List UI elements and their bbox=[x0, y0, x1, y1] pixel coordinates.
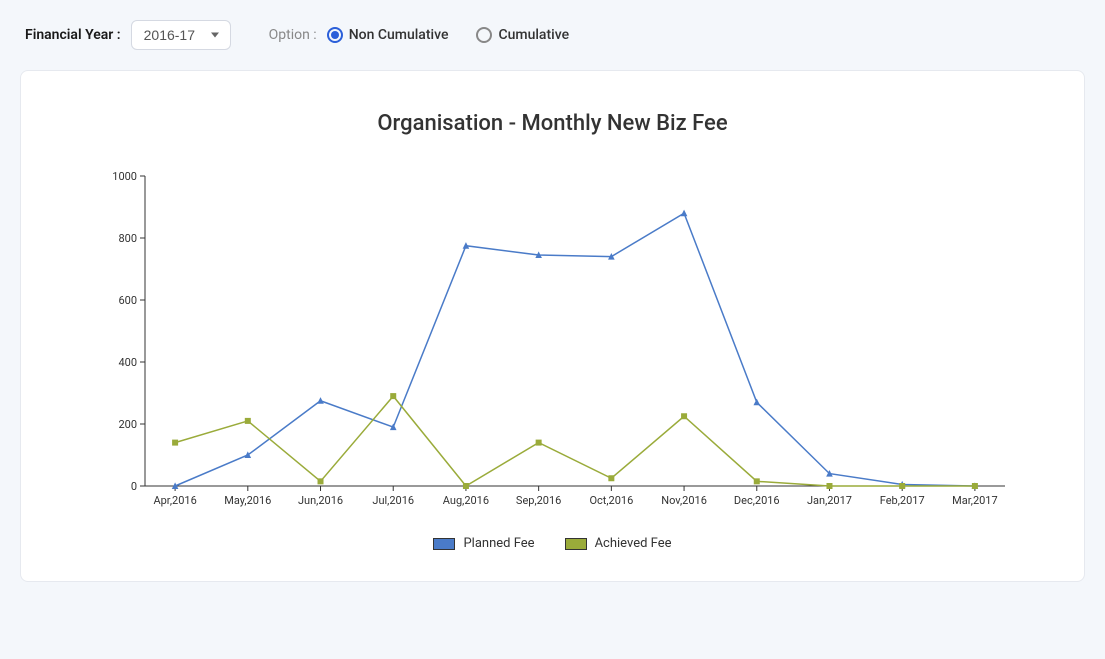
chart-title: Organisation - Monthly New Biz Fee bbox=[71, 111, 1034, 136]
option-label: Option : bbox=[269, 27, 317, 43]
chart-container: 0 200 400 600 800 1000 Apr,2016 May,2016 Jun,201… bbox=[71, 166, 1034, 516]
svg-text:0: 0 bbox=[131, 480, 137, 493]
radio-circle-icon bbox=[476, 27, 492, 43]
svg-text:Jan,2017: Jan,2017 bbox=[807, 494, 852, 507]
svg-text:Jun,2016: Jun,2016 bbox=[298, 494, 343, 507]
svg-text:May,2016: May,2016 bbox=[224, 494, 271, 507]
svg-text:Feb,2017: Feb,2017 bbox=[880, 494, 925, 507]
legend-label-achieved: Achieved Fee bbox=[595, 536, 672, 551]
legend-item-planned: Planned Fee bbox=[433, 536, 534, 551]
financial-year-select-wrap: 2016-17 bbox=[131, 20, 231, 50]
svg-text:Sep,2016: Sep,2016 bbox=[516, 494, 561, 507]
svg-text:Jul,2016: Jul,2016 bbox=[372, 494, 414, 507]
chart-legend: Planned Fee Achieved Fee bbox=[71, 536, 1034, 551]
legend-item-achieved: Achieved Fee bbox=[565, 536, 672, 551]
filter-controls: Financial Year : 2016-17 Option : Non Cu… bbox=[20, 20, 1085, 50]
svg-text:Apr,2016: Apr,2016 bbox=[153, 494, 196, 507]
radio-circle-icon bbox=[327, 27, 343, 43]
svg-text:Dec,2016: Dec,2016 bbox=[734, 494, 780, 507]
radio-non-cumulative[interactable]: Non Cumulative bbox=[327, 27, 449, 43]
svg-text:200: 200 bbox=[118, 418, 137, 431]
svg-text:Nov,2016: Nov,2016 bbox=[661, 494, 707, 507]
radio-cumulative[interactable]: Cumulative bbox=[476, 27, 569, 43]
legend-swatch-icon bbox=[433, 538, 455, 550]
financial-year-label: Financial Year : bbox=[25, 27, 121, 43]
radio-cumulative-label: Cumulative bbox=[498, 27, 569, 43]
svg-text:400: 400 bbox=[118, 356, 137, 369]
legend-label-planned: Planned Fee bbox=[463, 536, 534, 551]
radio-non-cumulative-label: Non Cumulative bbox=[349, 27, 449, 43]
legend-swatch-icon bbox=[565, 538, 587, 550]
svg-text:Oct,2016: Oct,2016 bbox=[589, 494, 633, 507]
svg-text:Aug,2016: Aug,2016 bbox=[443, 494, 489, 507]
svg-text:1000: 1000 bbox=[112, 170, 137, 183]
chart-card: Organisation - Monthly New Biz Fee 0 200 4… bbox=[20, 70, 1085, 582]
svg-text:600: 600 bbox=[118, 294, 137, 307]
line-chart: 0 200 400 600 800 1000 Apr,2016 May,2016 Jun,201… bbox=[90, 166, 1015, 516]
financial-year-select[interactable]: 2016-17 bbox=[131, 20, 231, 50]
svg-text:800: 800 bbox=[118, 232, 137, 245]
svg-text:Mar,2017: Mar,2017 bbox=[952, 494, 998, 507]
